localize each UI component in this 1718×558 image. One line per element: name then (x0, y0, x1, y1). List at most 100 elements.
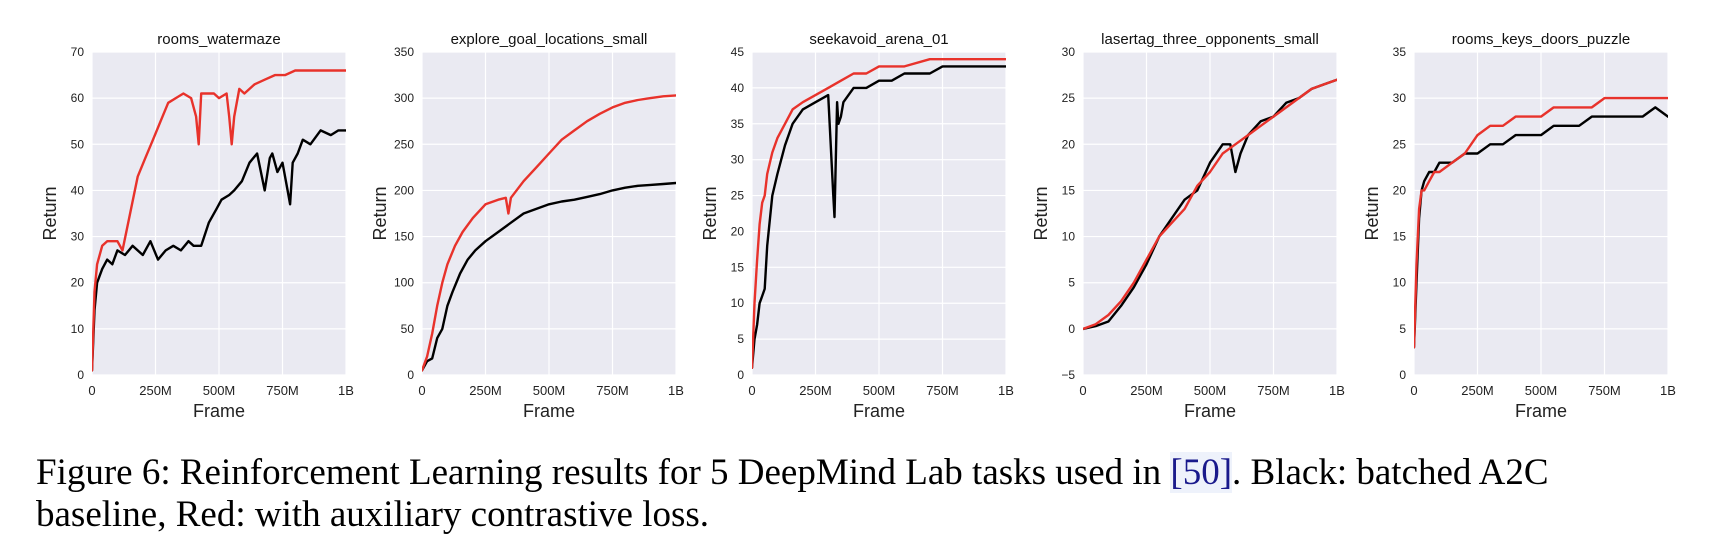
y-axis-label: Return (370, 186, 390, 240)
x-tick-label: 750M (1588, 383, 1621, 398)
x-tick-label: 1B (668, 383, 684, 398)
chart-panel-1: 0 250M 500M 750M 1B 0 10 20 30 40 50 60 70 rooms_wate… (40, 31, 354, 421)
y-tick-label: 30 (1062, 45, 1076, 59)
figure-charts: 0 250M 500M 750M 1B010203040506070rooms_wate… (40, 31, 1676, 421)
y-tick-label: 5 (737, 332, 744, 346)
x-axis-label: Frame (1184, 401, 1236, 421)
series-line-baseline (752, 65, 1006, 369)
y-tick-label: 0 (77, 368, 84, 382)
y-tick-label: 40 (71, 183, 85, 197)
series-line-baseline (1414, 106, 1668, 349)
y-tick-label: 20 (1062, 137, 1076, 151)
x-tick-label: 500M (203, 383, 236, 398)
y-tick-label: 30 (1393, 91, 1407, 105)
y-tick-label: 150 (394, 230, 414, 244)
x-tick-label: 500M (863, 383, 896, 398)
x-tick-label: 0 (1410, 383, 1417, 398)
x-tick-label: 750M (1257, 383, 1290, 398)
y-tick-label: 70 (71, 45, 85, 59)
y-tick-label: 20 (1393, 183, 1407, 197)
chart-title: lasertag_three_opponents_small (1101, 31, 1319, 48)
y-tick-label: 15 (1062, 183, 1076, 197)
y-tick-label: 15 (1393, 230, 1407, 244)
y-tick-label: 100 (394, 276, 414, 290)
y-tick-label: 10 (731, 296, 745, 310)
caption-prefix: Figure 6: Reinforcement Learning results… (36, 452, 1171, 493)
x-tick-label: 750M (596, 383, 629, 398)
x-axis-label: Frame (1515, 401, 1567, 421)
y-tick-label: 0 (407, 368, 414, 382)
y-tick-label: 350 (394, 45, 414, 59)
x-tick-label: 1B (338, 383, 354, 398)
x-tick-label: 250M (139, 383, 172, 398)
chart-title: explore_goal_locations_small (451, 31, 648, 48)
x-tick-label: 0 (418, 383, 425, 398)
y-tick-label: 40 (731, 81, 745, 95)
y-tick-label: 25 (1062, 91, 1076, 105)
y-axis-label: Return (1031, 186, 1051, 240)
x-tick-label: 500M (533, 383, 566, 398)
x-tick-label: 250M (469, 383, 502, 398)
chart-panel-2: 0 250M 500M 750M 1B 0 50 100 150 200 250 300 350 expl… (370, 31, 684, 421)
y-tick-label: 300 (394, 91, 414, 105)
y-tick-label: 50 (401, 322, 415, 336)
chart-panel-3: 0 250M 500M 750M 1B 0 5 10 15 20 25 30 35 40 45 seekavo… (700, 31, 1014, 421)
series-line-baseline (1083, 78, 1337, 331)
chart-panel-4: 0 250M 500M 750M 1B −5 0 5 10 15 20 25 30 lasertag_th… (1031, 31, 1345, 421)
y-tick-label: 15 (731, 260, 745, 274)
series-line-contrastive (422, 94, 676, 372)
x-tick-label: 500M (1525, 383, 1558, 398)
y-tick-label: −5 (1061, 368, 1075, 382)
y-tick-label: 25 (1393, 137, 1407, 151)
y-tick-label: 45 (731, 45, 745, 59)
x-tick-label: 500M (1194, 383, 1227, 398)
y-tick-label: 35 (1393, 45, 1407, 59)
series-line-contrastive (1414, 96, 1668, 349)
y-tick-label: 0 (1399, 368, 1406, 382)
y-tick-label: 10 (1393, 276, 1407, 290)
y-tick-label: 0 (737, 368, 744, 382)
y-tick-label: 60 (71, 91, 85, 105)
y-tick-label: 0 (1068, 322, 1075, 336)
x-tick-label: 750M (266, 383, 299, 398)
y-tick-label: 250 (394, 137, 414, 151)
y-tick-label: 20 (71, 276, 85, 290)
y-tick-label: 30 (731, 153, 745, 167)
series-line-contrastive (92, 69, 346, 372)
x-tick-label: 750M (926, 383, 959, 398)
y-axis-label: Return (700, 186, 720, 240)
x-tick-label: 250M (1130, 383, 1163, 398)
y-tick-label: 30 (71, 230, 85, 244)
series-line-baseline (92, 129, 346, 372)
x-tick-label: 1B (998, 383, 1014, 398)
x-tick-label: 0 (748, 383, 755, 398)
y-tick-label: 5 (1068, 276, 1075, 290)
y-axis-label: Return (40, 186, 60, 240)
chart-title: rooms_watermaze (157, 31, 280, 48)
y-tick-label: 10 (1062, 230, 1076, 244)
y-tick-label: 10 (71, 322, 85, 336)
series-line-contrastive (1083, 78, 1337, 331)
series-line-baseline (422, 181, 676, 372)
y-axis-label: Return (1362, 186, 1382, 240)
x-tick-label: 250M (1461, 383, 1494, 398)
y-tick-label: 35 (731, 117, 745, 131)
x-axis-label: Frame (853, 401, 905, 421)
x-tick-label: 250M (799, 383, 832, 398)
chart-title: rooms_keys_doors_puzzle (1452, 31, 1630, 48)
chart-panel-5: 0 250M 500M 750M 1B 0 5 10 15 20 25 30 35 rooms_keys_… (1362, 31, 1676, 421)
citation-link[interactable]: [50] (1170, 452, 1233, 493)
x-tick-label: 0 (1079, 383, 1086, 398)
y-tick-label: 5 (1399, 322, 1406, 336)
x-tick-label: 1B (1660, 383, 1676, 398)
series-line-contrastive (752, 58, 1006, 369)
x-axis-label: Frame (193, 401, 245, 421)
chart-title: seekavoid_arena_01 (809, 31, 948, 48)
x-axis-label: Frame (523, 401, 575, 421)
x-tick-label: 1B (1329, 383, 1345, 398)
y-tick-label: 25 (731, 189, 745, 203)
x-tick-label: 0 (88, 383, 95, 398)
y-tick-label: 200 (394, 183, 414, 197)
y-tick-label: 20 (731, 224, 745, 238)
figure-caption: Figure 6: Reinforcement Learning results… (36, 452, 1686, 536)
